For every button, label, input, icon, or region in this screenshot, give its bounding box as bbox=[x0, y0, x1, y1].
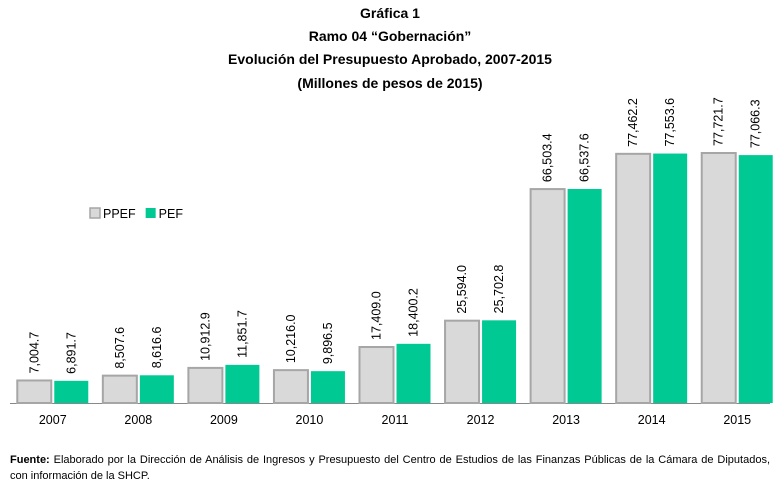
value-label: 77,066.3 bbox=[749, 99, 763, 148]
bar bbox=[396, 343, 431, 403]
legend-label: PPEF bbox=[103, 207, 136, 221]
x-tick-label: 2014 bbox=[638, 413, 666, 427]
bar bbox=[225, 364, 260, 403]
x-tick-label: 2008 bbox=[124, 413, 152, 427]
value-label: 17,409.0 bbox=[370, 291, 384, 340]
x-tick-label: 2013 bbox=[552, 413, 580, 427]
legend-swatch bbox=[145, 208, 156, 218]
x-tick-label: 2007 bbox=[39, 413, 67, 427]
bar bbox=[444, 319, 481, 405]
value-label: 25,594.0 bbox=[455, 265, 469, 314]
bar bbox=[310, 371, 345, 403]
x-tick-label: 2009 bbox=[210, 413, 238, 427]
legend-label: PEF bbox=[159, 207, 184, 221]
x-tick-label: 2015 bbox=[723, 413, 751, 427]
source-text: Elaborado por la Dirección de Análisis d… bbox=[10, 454, 770, 482]
bar bbox=[139, 375, 174, 403]
value-label: 10,216.0 bbox=[284, 314, 298, 363]
bar bbox=[567, 188, 602, 403]
source-label: Fuente: bbox=[10, 454, 50, 466]
value-label: 66,537.6 bbox=[578, 133, 592, 182]
value-label: 66,503.4 bbox=[541, 133, 555, 182]
value-label: 25,702.8 bbox=[492, 265, 506, 314]
chart: Gráfica 1 Ramo 04 “Gobernación” Evolució… bbox=[10, 5, 773, 427]
bar bbox=[529, 188, 566, 404]
value-label: 8,616.6 bbox=[150, 327, 164, 369]
value-label: 9,896.5 bbox=[321, 322, 335, 364]
chart-subtitle: Evolución del Presupuesto Aprobado, 2007… bbox=[228, 51, 552, 67]
value-label: 18,400.2 bbox=[407, 288, 421, 337]
value-label: 7,004.7 bbox=[27, 332, 41, 374]
bar bbox=[54, 380, 89, 403]
source-note: Fuente: Elaborado por la Dirección de An… bbox=[10, 452, 770, 484]
value-label: 77,721.7 bbox=[712, 97, 726, 146]
bar bbox=[101, 374, 138, 404]
bar bbox=[482, 320, 517, 403]
x-tick-label: 2010 bbox=[296, 413, 324, 427]
value-label: 11,851.7 bbox=[235, 310, 249, 358]
x-tick-label: 2012 bbox=[467, 413, 495, 427]
bar bbox=[187, 366, 224, 405]
chart-subtitle: Ramo 04 “Gobernación” bbox=[309, 28, 472, 44]
bar bbox=[358, 346, 395, 405]
bar bbox=[272, 369, 309, 404]
bar bbox=[615, 152, 652, 404]
x-tick-label: 2011 bbox=[382, 413, 409, 427]
bar bbox=[738, 155, 773, 403]
bar bbox=[700, 152, 737, 404]
value-label: 77,462.2 bbox=[626, 98, 640, 147]
bar bbox=[16, 379, 53, 405]
value-label: 6,891.7 bbox=[64, 332, 78, 374]
chart-title: Gráfica 1 bbox=[360, 5, 420, 21]
legend-swatch bbox=[89, 207, 101, 219]
value-label: 77,553.6 bbox=[663, 98, 677, 147]
value-label: 8,507.6 bbox=[113, 327, 127, 369]
bar bbox=[653, 153, 688, 403]
value-label: 10,912.9 bbox=[198, 312, 212, 361]
chart-subtitle: (Millones de pesos de 2015) bbox=[297, 75, 482, 91]
